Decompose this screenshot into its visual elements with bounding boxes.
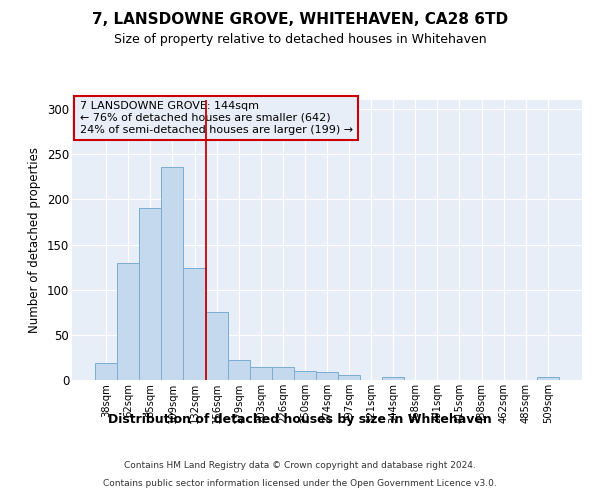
Bar bbox=[184, 268, 206, 380]
Text: Size of property relative to detached houses in Whitehaven: Size of property relative to detached ho… bbox=[113, 32, 487, 46]
Bar bbox=[117, 264, 139, 380]
Text: Distribution of detached houses by size in Whitehaven: Distribution of detached houses by size … bbox=[108, 412, 492, 426]
Bar bbox=[537, 378, 559, 380]
Bar bbox=[272, 368, 294, 380]
Text: 7 LANSDOWNE GROVE: 144sqm
← 76% of detached houses are smaller (642)
24% of semi: 7 LANSDOWNE GROVE: 144sqm ← 76% of detac… bbox=[80, 102, 353, 134]
Bar bbox=[139, 208, 161, 380]
Text: Contains public sector information licensed under the Open Government Licence v3: Contains public sector information licen… bbox=[103, 478, 497, 488]
Bar bbox=[316, 372, 338, 380]
Bar bbox=[227, 360, 250, 380]
Bar bbox=[294, 371, 316, 380]
Y-axis label: Number of detached properties: Number of detached properties bbox=[28, 147, 41, 333]
Bar bbox=[161, 167, 184, 380]
Bar bbox=[95, 363, 117, 380]
Text: 7, LANSDOWNE GROVE, WHITEHAVEN, CA28 6TD: 7, LANSDOWNE GROVE, WHITEHAVEN, CA28 6TD bbox=[92, 12, 508, 28]
Bar bbox=[338, 374, 360, 380]
Text: Contains HM Land Registry data © Crown copyright and database right 2024.: Contains HM Land Registry data © Crown c… bbox=[124, 461, 476, 470]
Bar bbox=[382, 378, 404, 380]
Bar bbox=[250, 368, 272, 380]
Bar bbox=[206, 312, 227, 380]
